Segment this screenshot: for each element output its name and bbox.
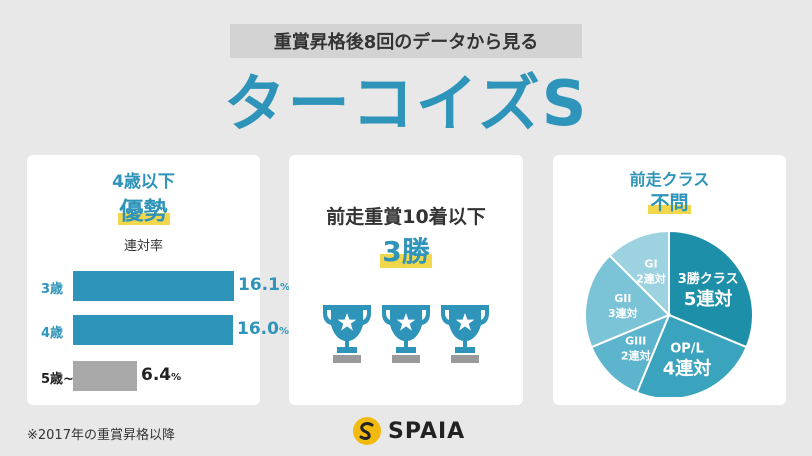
prev-race-heading: 前走重賞10着以下 <box>326 206 486 228</box>
subtitle-text: 重賞昇格後8回のデータから見る <box>273 32 539 53</box>
pie-slice-label: GIII <box>625 334 646 347</box>
trophy-star-icon <box>323 305 371 363</box>
class-card: 前走クラス 不問 3勝クラス 5連対 OP/L 4連対 GIII 2連対 GII 3連対 GI 2… <box>553 155 786 405</box>
subtitle-banner: 重賞昇格後8回のデータから見る <box>230 24 582 58</box>
bar-row-4yo: 4歳 16.0% <box>27 313 289 347</box>
pie-slice-value: 2連対 <box>621 348 651 362</box>
pie-slice-value: 5連対 <box>684 288 733 310</box>
bar-label: 3歳 <box>41 282 64 297</box>
age-card: 4歳以下 優勢 連対率 3歳 16.1% 4歳 16.0% 5歳~ 6.4% <box>27 155 290 405</box>
bar-5yo-plus <box>73 361 137 391</box>
bar-row-3yo: 3歳 16.1% <box>27 269 290 303</box>
footnote: ※2017年の重賞昇格以降 <box>27 428 175 443</box>
class-card-highlight: 不問 <box>648 192 691 214</box>
bar-3yo <box>73 271 234 301</box>
bar-row-5yo-plus: 5歳~ 6.4% <box>27 359 260 393</box>
spaia-logo-icon <box>353 417 381 445</box>
pie-slice <box>590 313 671 394</box>
bar-label: 4歳 <box>41 326 64 341</box>
pie-slice <box>608 229 670 318</box>
pie-slice-value: 3連対 <box>608 306 638 320</box>
bar-4yo <box>73 315 233 345</box>
page-title: ターコイズS <box>223 67 589 140</box>
trophy-star-icon <box>382 305 430 363</box>
prev-race-wins: 3勝 <box>380 235 432 268</box>
age-card-heading: 4歳以下 <box>112 172 175 192</box>
pie-slice-label: GI <box>644 258 657 271</box>
prev-race-card: 前走重賞10着以下 3勝 <box>289 155 523 405</box>
class-card-heading: 前走クラス <box>629 170 710 189</box>
bar-value: 16.0% <box>237 319 289 339</box>
pie-slice-label: 3勝クラス <box>678 271 739 287</box>
pie-slice-value: 2連対 <box>636 272 666 286</box>
pie-slice <box>584 254 671 349</box>
pie-slice <box>635 313 748 397</box>
pie-slice-label: OP/L <box>670 341 704 356</box>
pie-slice-value: 4連対 <box>663 357 712 379</box>
bar-value: 16.1% <box>238 275 290 295</box>
pie-slice-label: GII <box>614 292 631 305</box>
age-card-highlight: 優勢 <box>117 197 170 225</box>
pie-slice <box>668 229 754 349</box>
bar-label: 5歳~ <box>41 372 74 387</box>
bar-value: 6.4% <box>141 365 182 385</box>
metric-label: 連対率 <box>123 239 163 254</box>
trophy-star-icon <box>441 305 489 363</box>
brand-name: SPAIA <box>388 418 466 444</box>
brand-logo: SPAIA <box>352 415 465 447</box>
